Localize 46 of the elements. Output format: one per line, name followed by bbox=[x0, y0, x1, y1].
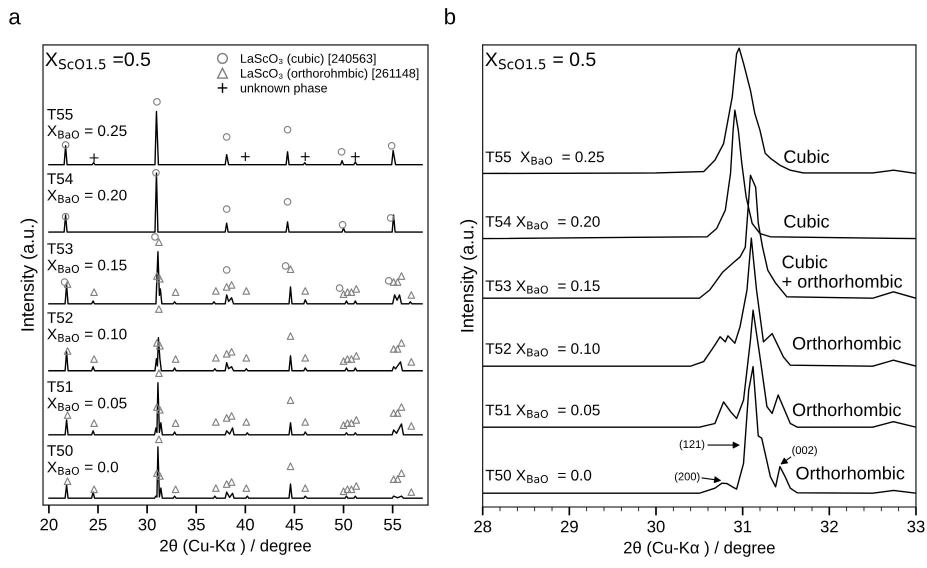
x-tick-label: 55 bbox=[384, 518, 402, 530]
x-tick-label: 35 bbox=[188, 518, 205, 530]
annotation: Cubic bbox=[784, 150, 830, 164]
x-tick-label: 28 bbox=[474, 520, 492, 532]
x-tick-label: 40 bbox=[236, 518, 254, 530]
annotation: T53 X$_{BaO}$ = 0.15 bbox=[47, 243, 127, 273]
annotation: T50 X$_{BaO}$ = 0.0 bbox=[486, 470, 592, 484]
text: X$_{ScO1.5}$ =0.5 bbox=[45, 52, 150, 70]
annotation: T53 X$_{BaO}$ = 0.15 bbox=[486, 280, 600, 294]
x-tick-label: 31 bbox=[734, 520, 752, 532]
annotation: T52 X$_{BaO}$ = 0.10 bbox=[47, 312, 127, 342]
chart-title: b bbox=[445, 8, 456, 24]
annotation: Cubic bbox=[784, 214, 830, 228]
annotation: T54 X$_{BaO}$ = 0.20 bbox=[47, 173, 127, 204]
x-tick-label: 32 bbox=[820, 520, 838, 532]
annotation: Orthorhombic bbox=[792, 336, 901, 350]
annotation: T51 X$_{BaO}$ = 0.05 bbox=[47, 381, 127, 411]
x-tick-label: 33 bbox=[907, 520, 925, 532]
annotation: T50 X$_{BaO}$ = 0.0 bbox=[47, 445, 118, 475]
x-tick-label: 50 bbox=[334, 518, 352, 530]
annotation: Orthorhombic bbox=[796, 466, 904, 480]
x-tick-label: 45 bbox=[286, 518, 303, 530]
x-tick-label: 29 bbox=[560, 520, 578, 532]
annotation: T51 X$_{BaO}$ = 0.05 bbox=[486, 404, 600, 418]
x-tick-label: 25 bbox=[90, 518, 107, 530]
annotation: (200) bbox=[674, 472, 700, 483]
annotation: X$_{ScO1.5}$ = 0.5 bbox=[485, 52, 596, 70]
legend-label: unknown phase bbox=[240, 83, 328, 95]
annotation: Orthorhombic bbox=[792, 402, 901, 416]
x-axis-title: 2θ (Cu-Kα ) / degree bbox=[160, 539, 311, 555]
x-tick-label: 30 bbox=[138, 518, 156, 530]
legend-label: LaScO₃ (cubic) [240563] bbox=[241, 54, 376, 66]
legend-label: LaScO₃ (orthorohmbic) [261148] bbox=[241, 68, 418, 80]
x-tick-label: 30 bbox=[647, 520, 665, 532]
annotation: (121) bbox=[680, 440, 704, 450]
annotation: T55 X$_{BaO}$ = 0.25 bbox=[47, 109, 127, 139]
annotation: T52 X$_{BaO}$ = 0.10 bbox=[486, 343, 600, 356]
x-axis-title: 2θ (Cu-Kα ) / degree bbox=[624, 541, 775, 557]
annotation: Cubic + orthorhombic bbox=[782, 255, 902, 288]
y-axis-title: Intensity (a.u.) bbox=[20, 218, 38, 331]
annotation: (002) bbox=[792, 446, 817, 456]
x-tick-label: 20 bbox=[40, 518, 58, 530]
annotation: T54 X$_{BaO}$ = 0.20 bbox=[486, 216, 600, 230]
annotation: T55 X$_{BaO}$ = 0.25 bbox=[486, 151, 604, 165]
chart-title: a bbox=[9, 12, 21, 24]
y-axis-title: Intensity (a.u.) bbox=[460, 220, 478, 332]
